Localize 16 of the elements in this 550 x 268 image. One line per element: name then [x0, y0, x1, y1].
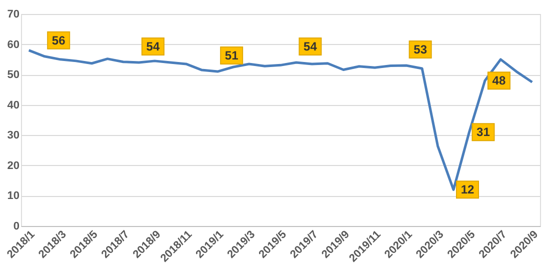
y-tick-label: 10: [7, 190, 20, 202]
data-label: 53: [414, 42, 428, 56]
y-tick-label: 50: [7, 69, 20, 82]
y-tick-label: 0: [13, 220, 20, 232]
y-tick-label: 20: [7, 160, 20, 172]
data-label: 51: [224, 48, 239, 63]
y-tick-label: 30: [7, 130, 20, 142]
y-tick-label: 40: [7, 99, 20, 112]
data-label: 56: [52, 33, 66, 48]
data-label: 48: [492, 74, 506, 88]
data-label: 31: [476, 125, 490, 140]
data-label: 12: [460, 182, 474, 197]
data-label: 54: [146, 39, 160, 54]
y-tick-label: 70: [7, 8, 20, 20]
y-tick-label: 60: [7, 38, 20, 51]
data-label: 54: [304, 39, 318, 54]
